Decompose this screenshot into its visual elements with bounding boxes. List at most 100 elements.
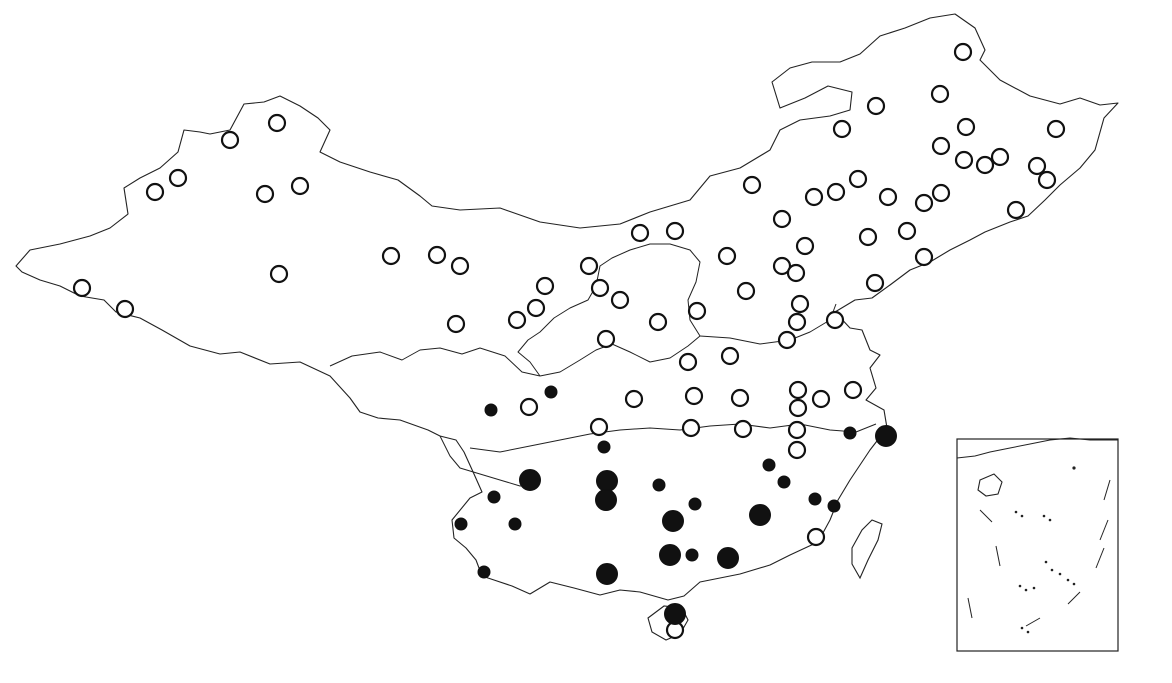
island-speck bbox=[1018, 584, 1022, 588]
station-marker-open bbox=[579, 256, 599, 276]
inset-coastline bbox=[956, 437, 1118, 459]
station-marker-open bbox=[825, 310, 845, 330]
station-marker-open bbox=[681, 418, 701, 438]
dash-7 bbox=[995, 545, 1001, 567]
station-marker-solid-small bbox=[652, 478, 666, 492]
station-marker-open bbox=[145, 182, 165, 202]
dash-2 bbox=[1099, 519, 1109, 541]
station-marker-solid-large bbox=[875, 425, 897, 447]
station-marker-open bbox=[526, 298, 546, 318]
station-marker-open bbox=[795, 236, 815, 256]
station-marker-solid-small bbox=[597, 440, 611, 454]
dash-1 bbox=[1103, 479, 1111, 501]
station-marker-open bbox=[450, 256, 470, 276]
dash-8 bbox=[979, 509, 993, 523]
island-speck bbox=[1014, 510, 1018, 514]
station-marker-open bbox=[787, 420, 807, 440]
station-marker-open bbox=[1046, 119, 1066, 139]
station-marker-open bbox=[897, 221, 917, 241]
dash-5 bbox=[1025, 617, 1041, 627]
station-marker-solid-small bbox=[777, 475, 791, 489]
station-marker-open bbox=[914, 193, 934, 213]
island-speck bbox=[1048, 518, 1052, 522]
island-speck bbox=[1044, 560, 1048, 564]
station-marker-solid-large bbox=[717, 547, 739, 569]
station-marker-open bbox=[786, 263, 806, 283]
station-marker-open bbox=[865, 273, 885, 293]
station-marker-open bbox=[788, 398, 808, 418]
station-marker-solid-large bbox=[595, 489, 617, 511]
station-marker-solid-small bbox=[843, 426, 857, 440]
station-marker-open bbox=[843, 380, 863, 400]
station-marker-open bbox=[665, 221, 685, 241]
station-marker-open bbox=[806, 527, 826, 547]
taiwan-island bbox=[851, 519, 883, 580]
station-marker-solid-small bbox=[477, 565, 491, 579]
station-marker-open bbox=[975, 155, 995, 175]
station-marker-solid-large bbox=[749, 504, 771, 526]
station-marker-open bbox=[956, 117, 976, 137]
station-marker-open bbox=[1037, 170, 1057, 190]
station-marker-solid-small bbox=[762, 458, 776, 472]
station-marker-open bbox=[954, 150, 974, 170]
station-marker-open bbox=[678, 352, 698, 372]
interior-line-loop bbox=[517, 243, 701, 377]
station-marker-open bbox=[788, 380, 808, 400]
station-marker-open bbox=[953, 42, 973, 62]
station-marker-open bbox=[596, 329, 616, 349]
station-marker-open bbox=[736, 281, 756, 301]
station-marker-solid-small bbox=[484, 403, 498, 417]
station-marker-open bbox=[990, 147, 1010, 167]
station-marker-open bbox=[804, 187, 824, 207]
island-speck bbox=[1050, 568, 1054, 572]
station-marker-solid-small bbox=[688, 497, 702, 511]
interior-line-southwest bbox=[439, 435, 541, 487]
island-speck bbox=[1026, 630, 1030, 634]
station-marker-open bbox=[720, 346, 740, 366]
station-marker-solid-large bbox=[596, 470, 618, 492]
dash-4 bbox=[1067, 591, 1081, 605]
station-marker-open bbox=[220, 130, 240, 150]
station-marker-open bbox=[624, 389, 644, 409]
island-speck bbox=[1066, 578, 1070, 582]
station-marker-open bbox=[168, 168, 188, 188]
island-speck bbox=[1020, 626, 1024, 630]
station-marker-open bbox=[787, 312, 807, 332]
island-speck bbox=[1072, 582, 1076, 586]
station-marker-solid-small bbox=[685, 548, 699, 562]
station-marker-open bbox=[115, 299, 135, 319]
dash-3 bbox=[1095, 547, 1105, 569]
station-marker-solid-small bbox=[508, 517, 522, 531]
station-marker-open bbox=[72, 278, 92, 298]
station-marker-open bbox=[507, 310, 527, 330]
station-marker-open bbox=[269, 264, 289, 284]
station-marker-open bbox=[446, 314, 466, 334]
station-marker-open bbox=[832, 119, 852, 139]
station-marker-open bbox=[866, 96, 886, 116]
interior-line-south bbox=[469, 423, 877, 453]
station-marker-open bbox=[610, 290, 630, 310]
station-markers bbox=[72, 42, 1066, 640]
station-marker-open bbox=[1027, 156, 1047, 176]
station-marker-solid-large bbox=[664, 603, 686, 625]
island-speck bbox=[1024, 588, 1028, 592]
station-marker-open bbox=[826, 182, 846, 202]
station-marker-open bbox=[772, 256, 792, 276]
station-marker-open bbox=[687, 301, 707, 321]
station-marker-solid-small bbox=[544, 385, 558, 399]
country-outline bbox=[15, 13, 1119, 601]
station-marker-open bbox=[811, 389, 831, 409]
interior-line-north bbox=[329, 347, 541, 377]
station-marker-open bbox=[589, 417, 609, 437]
station-marker-open bbox=[684, 386, 704, 406]
station-marker-open bbox=[255, 184, 275, 204]
island-speck bbox=[1072, 466, 1076, 470]
station-marker-open bbox=[590, 278, 610, 298]
station-marker-open bbox=[878, 187, 898, 207]
station-marker-solid-large bbox=[596, 563, 618, 585]
station-marker-open bbox=[772, 209, 792, 229]
station-marker-solid-small bbox=[454, 517, 468, 531]
station-marker-open bbox=[730, 388, 750, 408]
dash-6 bbox=[967, 597, 973, 619]
